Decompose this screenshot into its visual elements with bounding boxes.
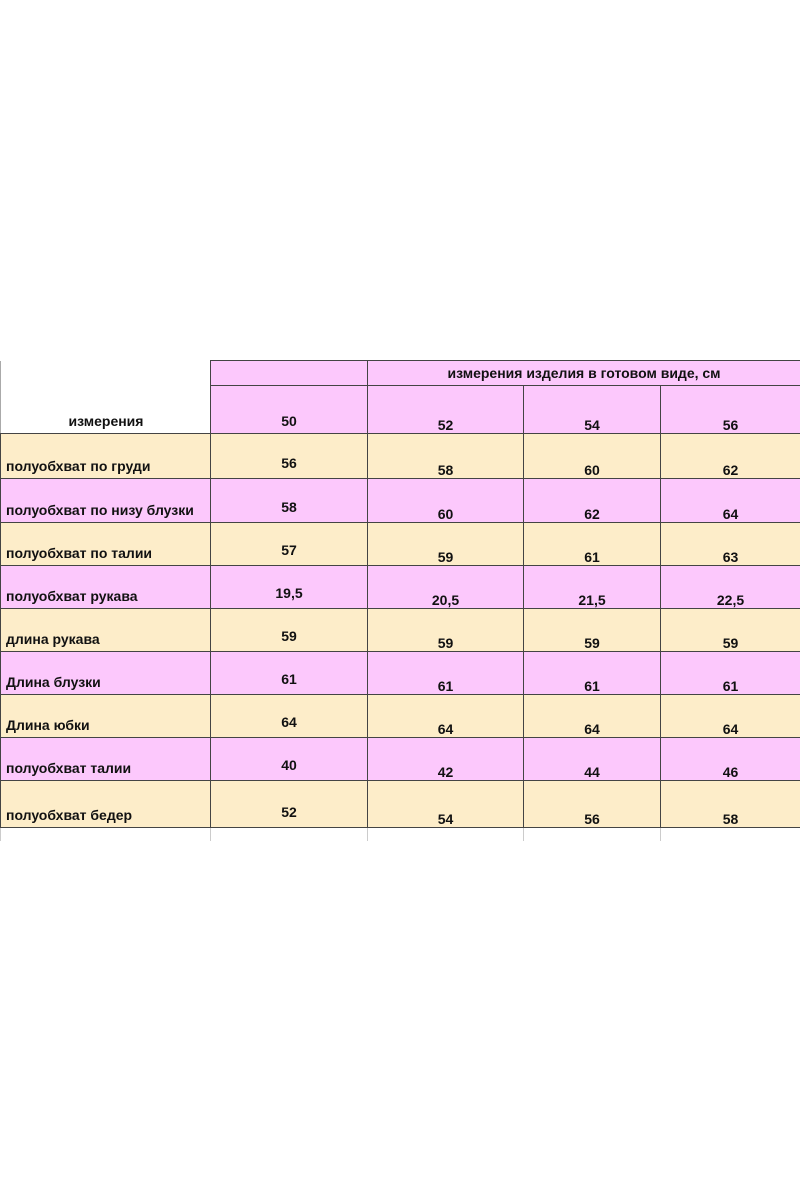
measurement-value: 64 [659, 478, 800, 523]
measurement-label: Длина юбки [0, 694, 211, 738]
measurement-value: 59 [367, 608, 524, 652]
size-header: 50 [210, 385, 368, 434]
measurement-value: 40 [210, 737, 368, 781]
measurement-value: 57 [210, 522, 368, 566]
measurement-value: 64 [367, 694, 524, 738]
measurement-value: 61 [659, 651, 800, 695]
measurement-value: 52 [210, 780, 368, 828]
table-row: полуобхват по низу блузки 58 60 62 64 [0, 478, 800, 523]
measurement-value: 19,5 [210, 565, 368, 609]
measurement-label: полуобхват талии [0, 737, 211, 781]
measurement-value: 58 [210, 478, 368, 523]
measurement-value: 20,5 [367, 565, 524, 609]
measurement-value: 61 [210, 651, 368, 695]
measurement-value: 64 [659, 694, 800, 738]
table-row: полуобхват рукава 19,5 20,5 21,5 22,5 [0, 565, 800, 609]
size-header-row: 50 52 54 56 [1, 385, 800, 434]
measurement-label: длина рукава [0, 608, 211, 652]
measurement-value: 61 [523, 651, 661, 695]
empty-header-cell [210, 360, 368, 386]
measurement-value: 21,5 [523, 565, 661, 609]
measurement-value: 42 [367, 737, 524, 781]
measurement-value: 58 [659, 780, 800, 828]
table-row: полуобхват по талии 57 59 61 63 [0, 522, 800, 566]
measurement-value: 61 [523, 522, 661, 566]
measurement-value: 59 [523, 608, 661, 652]
measurement-value: 59 [210, 608, 368, 652]
measurement-value: 62 [523, 478, 661, 523]
table-caption: измерения изделия в готовом виде, см [366, 360, 800, 386]
measurement-value: 61 [367, 651, 524, 695]
measurement-value: 46 [659, 737, 800, 781]
measurement-value: 54 [367, 780, 524, 828]
measurement-label: полуобхват по низу блузки [0, 478, 211, 523]
size-header: 56 [659, 385, 800, 434]
size-header: 52 [367, 385, 524, 434]
row-header-cell: измерения [0, 360, 211, 434]
measurement-value: 60 [367, 478, 524, 523]
measurement-label: Длина блузки [0, 651, 211, 695]
measurement-value: 62 [659, 433, 800, 479]
table-row: Длина блузки 61 61 61 61 [0, 651, 800, 695]
measurement-value: 64 [523, 694, 661, 738]
measurement-value: 59 [659, 608, 800, 652]
measurement-value: 56 [523, 780, 661, 828]
measurement-label: полуобхват бедер [0, 780, 211, 828]
measurement-label: полуобхват по груди [0, 433, 211, 479]
measurement-label: полуобхват рукава [0, 565, 211, 609]
empty-row [0, 827, 800, 841]
measurement-value: 64 [210, 694, 368, 738]
size-chart-table: измерения измерения изделия в готовом ви… [0, 360, 800, 841]
table-row: длина рукава 59 59 59 59 [0, 608, 800, 652]
table-row: полуобхват бедер 52 54 56 58 [0, 780, 800, 828]
table-row: полуобхват по груди 56 58 60 62 [0, 433, 800, 479]
measurement-value: 60 [523, 433, 661, 479]
table-row: Длина юбки 64 64 64 64 [0, 694, 800, 738]
table-row: полуобхват талии 40 42 44 46 [0, 737, 800, 781]
measurement-value: 63 [659, 522, 800, 566]
measurement-value: 56 [210, 433, 368, 479]
measurement-label: полуобхват по талии [0, 522, 211, 566]
measurement-value: 22,5 [659, 565, 800, 609]
size-header: 54 [523, 385, 661, 434]
measurement-value: 58 [367, 433, 524, 479]
header-caption-row: измерения измерения изделия в готовом ви… [0, 360, 800, 434]
measurement-value: 44 [523, 737, 661, 781]
measurement-value: 59 [367, 522, 524, 566]
